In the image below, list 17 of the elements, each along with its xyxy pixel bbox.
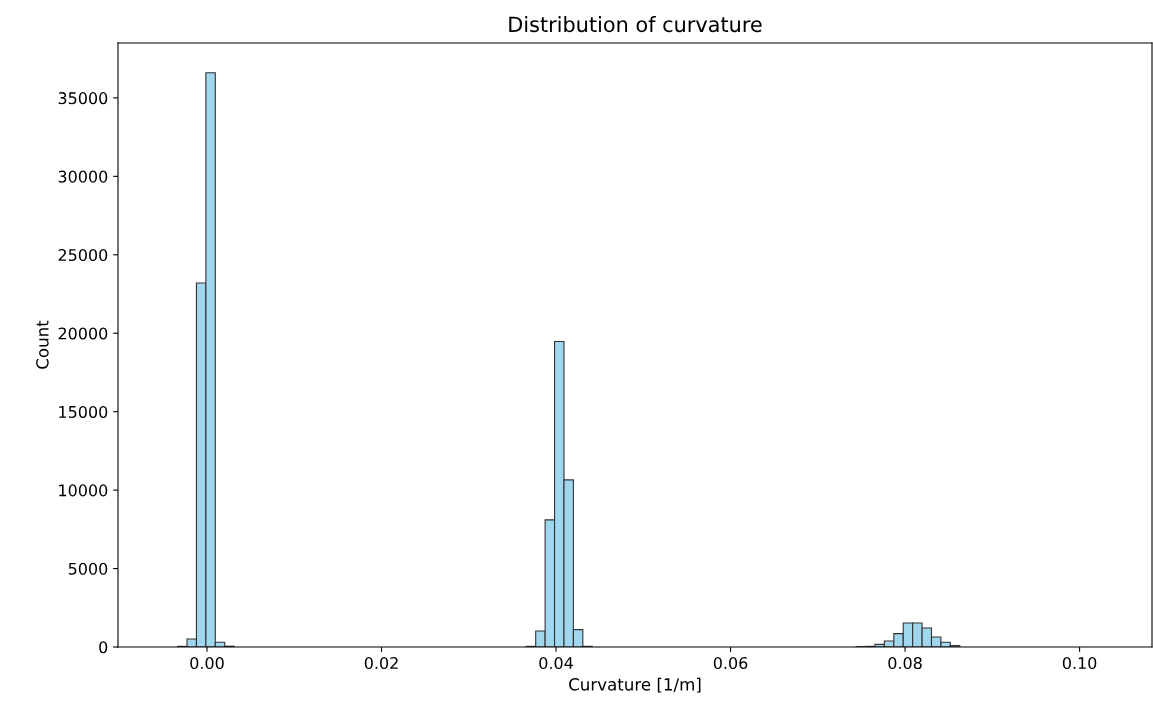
y-tick-label: 15000 — [59, 405, 108, 418]
y-tick-label: 10000 — [59, 484, 108, 497]
x-tick-label: 0.10 — [1062, 657, 1097, 670]
x-tick-label: 0.02 — [364, 657, 398, 670]
y-tick-label: 35000 — [58, 92, 108, 105]
chart-title: Distribution of curvature — [509, 16, 762, 33]
x-tick-label: 0.04 — [539, 657, 573, 670]
y-tick-label: 5000 — [68, 562, 108, 575]
x-tick-label: 0.00 — [190, 657, 224, 670]
x-tick-label: 0.06 — [713, 657, 748, 670]
y-tick-label: 0 — [99, 641, 108, 654]
y-tick-label: 30000 — [58, 170, 108, 183]
y-tick-label: 25000 — [58, 249, 108, 262]
x-axis-title: Curvature [1/m] — [569, 677, 701, 693]
y-tick-label: 20000 — [58, 327, 108, 340]
y-axis-title: Count — [36, 320, 49, 369]
x-tick-label: 0.08 — [888, 657, 922, 670]
